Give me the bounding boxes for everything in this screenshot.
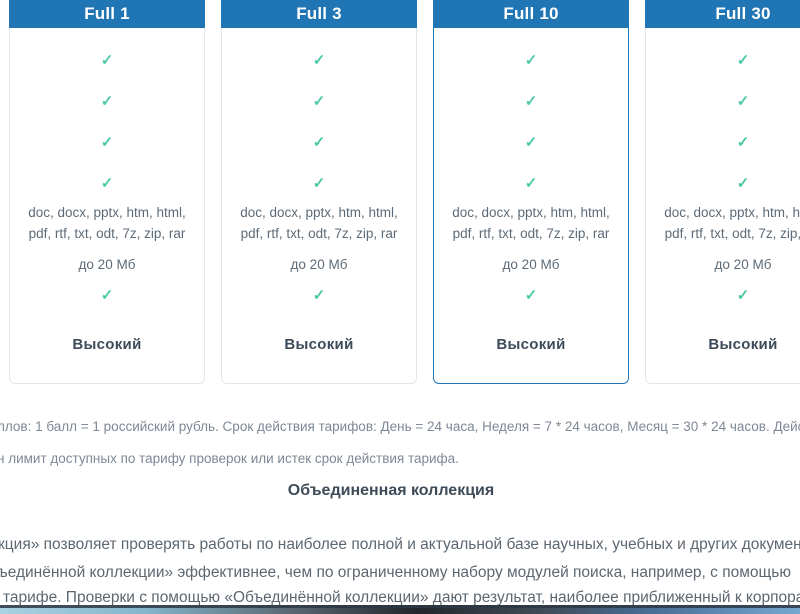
check-icon: ✓ [736,52,750,69]
plan-title: Full 10 [433,0,629,28]
plan-title: Full 1 [9,0,205,28]
check-icon: ✓ [524,52,538,69]
check-icon: ✓ [100,175,114,192]
check-icon: ✓ [100,52,114,69]
plan-card-full-1[interactable]: Full 1 ✓ ✓ ✓ ✓ doc, docx, pptx, htm, htm… [9,0,205,384]
plan-formats-line1: doc, docx, pptx, htm, html, [240,205,398,220]
section-paragraph-line3: тарифе. Проверки с помощью «Объединённой… [3,589,800,606]
plan-formats: doc, docx, pptx, htm, html, pdf, rtf, tx… [434,202,628,244]
check-icon: ✓ [312,52,326,69]
check-icon: ✓ [100,134,114,151]
plan-formats-line1: doc, docx, pptx, htm, html, [452,205,610,220]
plan-title: Full 30 [645,0,800,28]
plan-body: ✓ ✓ ✓ ✓ doc, docx, pptx, htm, html, pdf,… [9,28,205,384]
plan-formats: doc, docx, pptx, htm, html, pdf, rtf, tx… [10,202,204,244]
check-icon: ✓ [736,93,750,110]
plan-body: ✓ ✓ ✓ ✓ doc, docx, pptx, htm, html, pdf,… [645,28,800,384]
plan-title: Full 3 [221,0,417,28]
tariff-note-line1: ллов: 1 балл = 1 российский рубль. Срок … [0,419,800,434]
plan-body: ✓ ✓ ✓ ✓ doc, docx, pptx, htm, html, pdf,… [433,28,629,384]
cropped-image-edge [0,605,800,614]
plan-priority: Высокий [708,336,778,353]
plan-size-limit: до 20 Мб [714,257,772,272]
check-icon: ✓ [524,287,538,304]
plan-formats-line2: pdf, rtf, txt, odt, 7z, zip, rar [664,226,800,241]
check-icon: ✓ [524,175,538,192]
plan-formats-line2: pdf, rtf, txt, odt, 7z, zip, rar [240,226,398,241]
check-icon: ✓ [312,134,326,151]
check-icon: ✓ [524,93,538,110]
section-paragraph-line2: ъединённой коллекции» эффективнее, чем п… [0,564,791,581]
check-icon: ✓ [100,93,114,110]
check-icon: ✓ [524,134,538,151]
section-paragraph-line1: кция» позволяет проверять работы по наиб… [0,536,800,553]
check-icon: ✓ [736,287,750,304]
plan-priority: Высокий [284,336,354,353]
plan-formats-line2: pdf, rtf, txt, odt, 7z, zip, rar [28,226,186,241]
check-icon: ✓ [312,287,326,304]
plan-card-full-30[interactable]: Full 30 ✓ ✓ ✓ ✓ doc, docx, pptx, htm, ht… [645,0,800,384]
plan-formats-line1: doc, docx, pptx, htm, html, [664,205,800,220]
plan-priority: Высокий [72,336,142,353]
plan-card-full-10[interactable]: Full 10 ✓ ✓ ✓ ✓ doc, docx, pptx, htm, ht… [433,0,629,384]
check-icon: ✓ [736,134,750,151]
plan-formats: doc, docx, pptx, htm, html, pdf, rtf, tx… [646,202,800,244]
plan-formats-line1: doc, docx, pptx, htm, html, [28,205,186,220]
check-icon: ✓ [736,175,750,192]
plan-card-full-3[interactable]: Full 3 ✓ ✓ ✓ ✓ doc, docx, pptx, htm, htm… [221,0,417,384]
section-heading: Объединенная коллекция [287,482,495,499]
plan-size-limit: до 20 Мб [78,257,136,272]
check-icon: ✓ [312,175,326,192]
tariff-note-line2: н лимит доступных по тарифу проверок или… [0,451,459,466]
plan-size-limit: до 20 Мб [502,257,560,272]
plan-formats-line2: pdf, rtf, txt, odt, 7z, zip, rar [452,226,610,241]
check-icon: ✓ [100,287,114,304]
plan-priority: Высокий [496,336,566,353]
plan-size-limit: до 20 Мб [290,257,348,272]
plan-formats: doc, docx, pptx, htm, html, pdf, rtf, tx… [222,202,416,244]
plan-body: ✓ ✓ ✓ ✓ doc, docx, pptx, htm, html, pdf,… [221,28,417,384]
check-icon: ✓ [312,93,326,110]
